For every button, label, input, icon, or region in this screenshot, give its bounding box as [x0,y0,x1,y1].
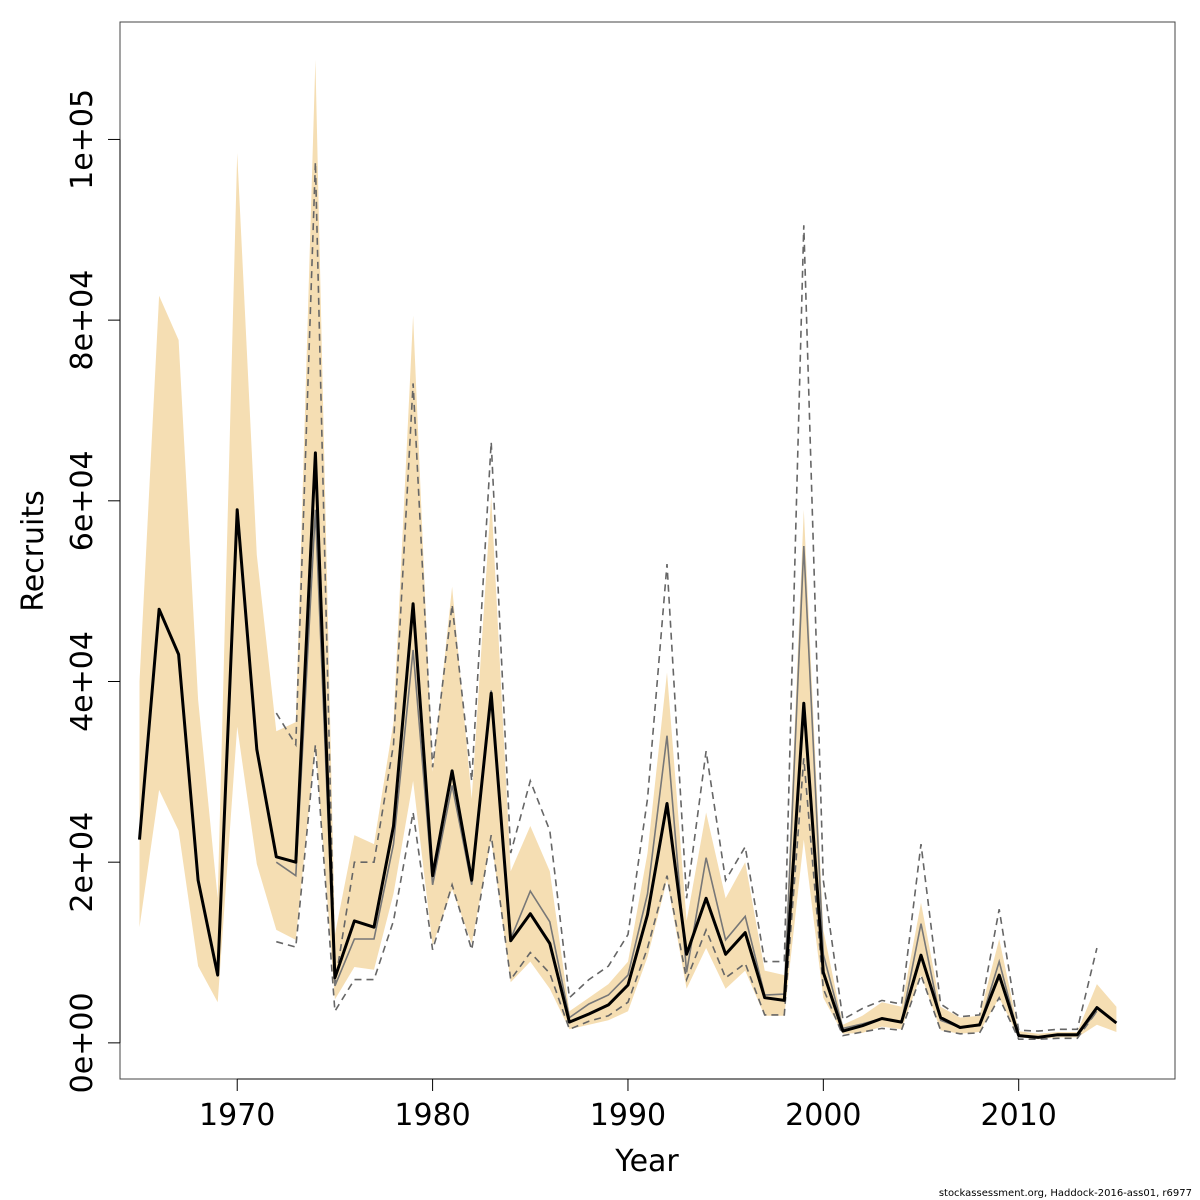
confidence-band-layer [139,59,1117,1040]
y-axis-title: Recruits [16,490,51,612]
x-tick-label-2010: 2010 [981,1098,1057,1133]
y-tick-label-0e+00: 0e+00 [65,992,100,1093]
source-note: stockassessment.org, Haddock-2016-ass01,… [939,1188,1192,1199]
x-axis-title: Year [614,1144,679,1179]
previous-ci-layer [275,161,1098,1040]
recruits-estimate-line [138,451,1118,1039]
x-axis: 1970 1980 1990 2000 2010 [199,1078,1057,1133]
x-tick-label-1970: 1970 [199,1098,275,1133]
x-tick-label-1980: 1980 [394,1098,470,1133]
y-tick-label-2e+04: 2e+04 [65,812,100,913]
y-axis: 0e+00 2e+04 4e+04 6e+04 8e+04 1e+05 [65,89,121,1093]
estimate-layer [138,451,1118,1039]
x-tick-label-1990: 1990 [590,1098,666,1133]
x-tick-label-2000: 2000 [785,1098,861,1133]
confidence-band [139,59,1117,1040]
previous-ci-line-2 [276,744,1098,1040]
previous-ci-line-1 [275,161,1098,1032]
y-tick-label-8e+04: 8e+04 [65,270,100,371]
y-tick-label-1e+05: 1e+05 [65,89,100,190]
y-tick-label-6e+04: 6e+04 [65,450,100,551]
y-tick-label-4e+04: 4e+04 [65,631,100,732]
